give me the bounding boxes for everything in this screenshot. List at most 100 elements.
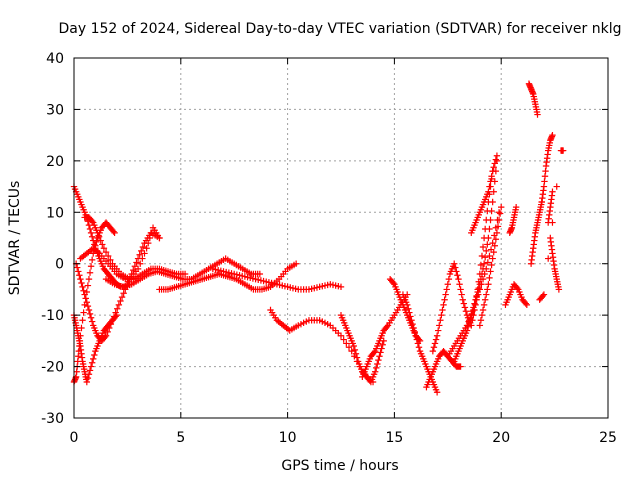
data-point bbox=[416, 337, 424, 345]
x-axis-label: GPS time / hours bbox=[281, 458, 398, 474]
data-point bbox=[455, 275, 462, 283]
data-point bbox=[484, 241, 491, 248]
data-point bbox=[94, 229, 101, 237]
series-arc-z bbox=[547, 234, 563, 293]
data-point bbox=[337, 332, 345, 339]
data-point bbox=[84, 374, 92, 382]
data-point bbox=[480, 260, 488, 267]
data-point bbox=[486, 274, 493, 282]
data-point bbox=[350, 342, 358, 350]
data-point bbox=[78, 279, 85, 287]
series-arc-y bbox=[538, 131, 556, 206]
data-point bbox=[117, 297, 124, 305]
data-point bbox=[88, 256, 96, 264]
data-point bbox=[85, 275, 93, 283]
data-point bbox=[481, 270, 488, 278]
data-point bbox=[373, 364, 380, 372]
data-point bbox=[481, 254, 489, 261]
data-point bbox=[405, 305, 412, 312]
x-tick-label: 25 bbox=[599, 430, 617, 446]
data-point bbox=[75, 268, 82, 275]
data-point bbox=[85, 221, 93, 229]
data-point bbox=[436, 322, 443, 329]
data-point bbox=[146, 234, 154, 242]
data-point bbox=[553, 183, 560, 190]
data-point bbox=[383, 323, 391, 330]
data-point bbox=[101, 333, 109, 341]
data-point bbox=[80, 287, 87, 294]
data-point bbox=[100, 245, 108, 252]
data-point bbox=[443, 286, 450, 293]
data-point bbox=[433, 389, 441, 396]
series-arc-f bbox=[77, 245, 189, 283]
data-point bbox=[86, 367, 94, 374]
series-arc-h bbox=[156, 260, 300, 293]
data-point bbox=[133, 259, 140, 266]
data-point bbox=[478, 311, 486, 319]
data-point bbox=[80, 309, 87, 316]
data-point bbox=[441, 296, 448, 303]
data-point bbox=[87, 263, 95, 270]
x-tick-label: 20 bbox=[492, 430, 510, 446]
data-point bbox=[453, 268, 460, 275]
data-point bbox=[345, 344, 353, 351]
data-point bbox=[514, 284, 521, 292]
data-point bbox=[137, 260, 144, 267]
data-point bbox=[489, 167, 496, 175]
data-point bbox=[256, 270, 264, 278]
data-point bbox=[490, 248, 497, 256]
y-tick-label: 30 bbox=[46, 102, 64, 118]
data-point bbox=[340, 336, 347, 343]
data-point bbox=[462, 308, 470, 315]
data-point bbox=[292, 260, 300, 267]
data-point bbox=[489, 255, 496, 262]
data-point bbox=[87, 229, 95, 237]
data-point bbox=[498, 203, 505, 211]
data-point bbox=[88, 318, 96, 325]
data-point bbox=[476, 286, 484, 293]
data-point bbox=[79, 283, 86, 291]
series-arc-t bbox=[468, 152, 501, 237]
data-point bbox=[480, 301, 488, 309]
data-point bbox=[459, 296, 466, 303]
y-tick-label: -20 bbox=[41, 360, 64, 376]
data-point bbox=[77, 275, 84, 283]
data-point bbox=[496, 210, 504, 217]
y-tick-label: 10 bbox=[46, 205, 64, 221]
data-point bbox=[376, 353, 383, 360]
data-point bbox=[437, 317, 444, 324]
data-point bbox=[451, 260, 458, 267]
data-point bbox=[468, 310, 476, 318]
series-arc-v bbox=[506, 203, 520, 237]
data-point bbox=[523, 301, 531, 309]
data-point bbox=[107, 256, 114, 264]
data-point bbox=[415, 336, 423, 343]
data-point bbox=[445, 275, 453, 283]
data-point bbox=[104, 328, 111, 336]
data-point bbox=[479, 275, 487, 283]
data-point bbox=[460, 300, 468, 307]
data-point bbox=[87, 363, 95, 370]
data-point bbox=[379, 341, 386, 348]
data-point bbox=[120, 290, 127, 297]
chart-title: Day 152 of 2024, Sidereal Day-to-day VTE… bbox=[59, 21, 622, 37]
data-point bbox=[138, 247, 145, 255]
data-point bbox=[522, 300, 529, 307]
data-point bbox=[88, 218, 96, 225]
data-point bbox=[440, 301, 447, 309]
axis-ticks bbox=[73, 57, 609, 419]
y-tick-label: 20 bbox=[46, 154, 64, 170]
data-point bbox=[491, 242, 498, 249]
data-point bbox=[145, 239, 152, 247]
data-point bbox=[84, 282, 92, 289]
data-point bbox=[471, 301, 479, 309]
data-point bbox=[493, 229, 501, 237]
data-point bbox=[487, 268, 494, 275]
data-point bbox=[438, 311, 445, 319]
data-point bbox=[433, 332, 441, 339]
data-point bbox=[107, 320, 115, 328]
data-point bbox=[486, 225, 493, 233]
data-point bbox=[115, 301, 123, 309]
series-arc-j bbox=[267, 306, 377, 386]
